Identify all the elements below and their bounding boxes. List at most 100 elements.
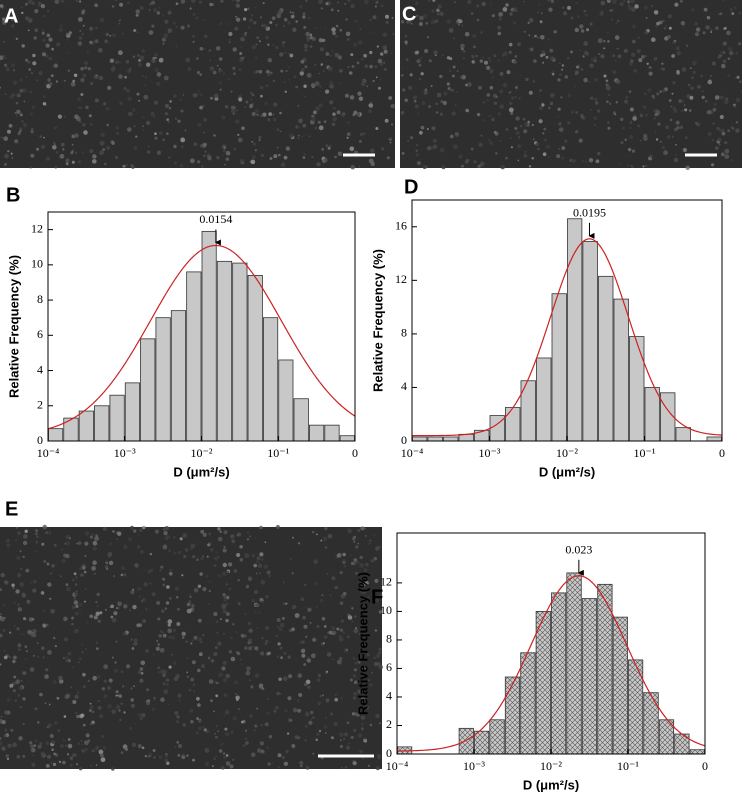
- y-tick-label: 2: [37, 398, 43, 412]
- bar: [339, 435, 355, 442]
- y-axis-title: Relative Frequency (%): [355, 572, 370, 715]
- y-tick-label: 0: [37, 433, 43, 447]
- panel-label: E: [5, 498, 18, 520]
- y-tick-label: 4: [37, 362, 43, 376]
- bar: [566, 572, 582, 755]
- y-tick-label: 8: [37, 292, 43, 306]
- fit-curve: [396, 575, 706, 752]
- x-tick-label: 10⁻²: [556, 446, 578, 460]
- bar: [293, 398, 309, 442]
- speckles: [0, 524, 383, 771]
- y-axis-title: Relative Frequency (%): [370, 249, 385, 392]
- bar: [489, 719, 505, 755]
- bar: [48, 428, 64, 442]
- x-tick-label: 10⁻¹: [267, 446, 289, 460]
- y-tick-label: 12: [380, 575, 392, 589]
- panel-label: B: [6, 184, 20, 206]
- bar: [186, 271, 202, 442]
- histogram-panel: F 0.023 0 2 4 6 8 10 12 10⁻⁴ 10⁻³ 10⁻² 10⁻¹ 0 D (μm²/s…: [355, 532, 708, 792]
- bar: [278, 359, 294, 442]
- y-tick-label: 10: [380, 603, 392, 617]
- speckles: [0, 0, 395, 170]
- histogram-panel: B 0.0154 0 2 4 6 8 10 12 10⁻⁴ 10⁻³ 10⁻² 10⁻¹ 0 D (μm²/…: [6, 184, 358, 479]
- y-tick-label: 6: [37, 327, 43, 341]
- bar: [324, 424, 340, 442]
- bar: [612, 616, 628, 755]
- y-tick-label: 8: [386, 632, 392, 646]
- bar: [155, 317, 171, 442]
- y-tick-label: 16: [395, 219, 407, 233]
- bar: [613, 298, 629, 442]
- x-axis-title: D (μm²/s): [523, 777, 579, 792]
- x-axis-title: D (μm²/s): [539, 464, 595, 479]
- plot-frame: [411, 199, 723, 442]
- micrograph: [0, 527, 382, 769]
- x-tick-label: 0: [352, 446, 358, 460]
- bar: [643, 692, 659, 755]
- x-tick-label: 10⁻²: [191, 446, 213, 460]
- x-tick-label: 0: [702, 759, 708, 773]
- x-tick-label: 10⁻⁴: [401, 446, 424, 460]
- x-tick-label: 10⁻⁴: [37, 446, 60, 460]
- peak-label: 0.0154: [199, 212, 232, 226]
- panel-label: D: [404, 176, 418, 198]
- x-tick-label: 10⁻¹: [634, 446, 656, 460]
- bar: [644, 387, 660, 442]
- bar: [582, 241, 598, 442]
- fit-curve: [47, 244, 356, 430]
- bar: [675, 427, 691, 442]
- bar: [551, 293, 567, 442]
- bar: [412, 436, 428, 442]
- y-tick-label: 0: [386, 746, 392, 760]
- bar: [551, 592, 567, 755]
- speckles: [400, 0, 742, 170]
- bar: [458, 727, 474, 755]
- bar: [247, 275, 263, 442]
- x-tick-label: 10⁻³: [479, 446, 501, 460]
- panel-label: A: [4, 5, 18, 27]
- plot-frame: [396, 532, 706, 755]
- peak-label: 0.0195: [573, 206, 606, 220]
- panel-label: C: [402, 3, 416, 25]
- charts: B 0.0154 0 2 4 6 8 10 12 10⁻⁴ 10⁻³ 10⁻² 10⁻¹ 0 D (μm²/…: [6, 176, 725, 792]
- y-tick-label: 0: [401, 433, 407, 447]
- plot-frame: [47, 211, 356, 442]
- y-tick-label: 12: [31, 221, 43, 235]
- y-tick-label: 4: [401, 379, 407, 393]
- bar: [629, 336, 645, 442]
- y-tick-label: 10: [31, 257, 43, 271]
- fit-curve: [412, 238, 723, 437]
- y-tick-label: 6: [386, 660, 392, 674]
- x-tick-label: 10⁻²: [540, 759, 562, 773]
- bar: [216, 260, 233, 442]
- bar: [520, 652, 536, 755]
- bar: [232, 262, 248, 442]
- y-axis-title: Relative Frequency (%): [6, 255, 21, 398]
- bar: [504, 407, 521, 442]
- bar: [706, 436, 722, 442]
- y-tick-label: 2: [386, 717, 392, 731]
- bar: [474, 730, 490, 755]
- bar: [109, 394, 125, 442]
- x-tick-label: 0: [719, 446, 725, 460]
- bar: [598, 275, 614, 442]
- bar: [201, 230, 217, 442]
- peak-label: 0.023: [565, 543, 592, 557]
- x-tick-label: 10⁻¹: [617, 759, 639, 773]
- bar: [504, 676, 521, 755]
- bar: [689, 749, 705, 755]
- bar: [78, 410, 94, 442]
- y-tick-label: 12: [395, 272, 407, 286]
- x-tick-label: 10⁻³: [463, 759, 485, 773]
- y-tick-label: 8: [401, 326, 407, 340]
- y-tick-label: 4: [386, 689, 392, 703]
- micrograph: [0, 0, 395, 168]
- bar: [170, 310, 187, 442]
- x-axis-title: D (μm²/s): [173, 464, 229, 479]
- panel-label: F: [371, 586, 383, 608]
- histogram-panel: D 0.0195 0 4 8 12 16 10⁻⁴ 10⁻³ 10⁻² 10⁻¹ 0 D (μm²/s)…: [370, 176, 725, 479]
- bar: [309, 424, 325, 442]
- bar: [536, 357, 552, 442]
- bar: [263, 317, 279, 442]
- bar: [140, 338, 156, 442]
